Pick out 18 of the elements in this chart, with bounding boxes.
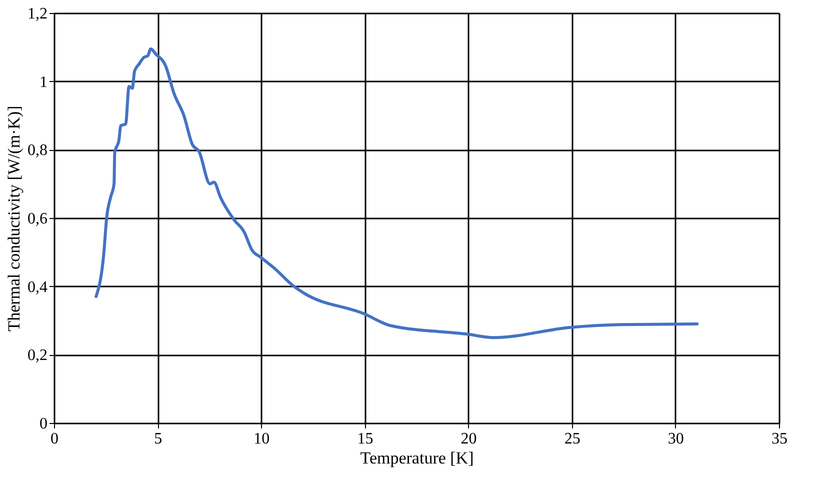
x-tick-label: 30 bbox=[668, 430, 684, 448]
y-tick-label: 0,8 bbox=[28, 142, 48, 160]
y-tick-label: 0 bbox=[40, 416, 48, 432]
y-tick-label: 0,4 bbox=[28, 278, 48, 296]
x-tick-label: 20 bbox=[460, 430, 477, 448]
line-series bbox=[94, 47, 699, 340]
x-tick-label: 35 bbox=[772, 430, 788, 448]
x-tick-label: 10 bbox=[254, 430, 270, 448]
y-tick-label: 1,2 bbox=[28, 6, 48, 22]
x-tick-label: 15 bbox=[357, 430, 374, 448]
x-tick-label: 0 bbox=[50, 430, 58, 448]
y-axis-title: Thermal conductivity [W/(m·K)] bbox=[4, 106, 24, 332]
x-axis-title: Temperature [K] bbox=[360, 448, 474, 468]
y-tick-label: 1 bbox=[40, 74, 48, 91]
y-tick-label: 0,2 bbox=[28, 347, 48, 364]
x-tick-label: 5 bbox=[154, 430, 162, 448]
y-tick-label: 0,6 bbox=[28, 210, 48, 228]
x-tick-label: 25 bbox=[564, 430, 580, 448]
